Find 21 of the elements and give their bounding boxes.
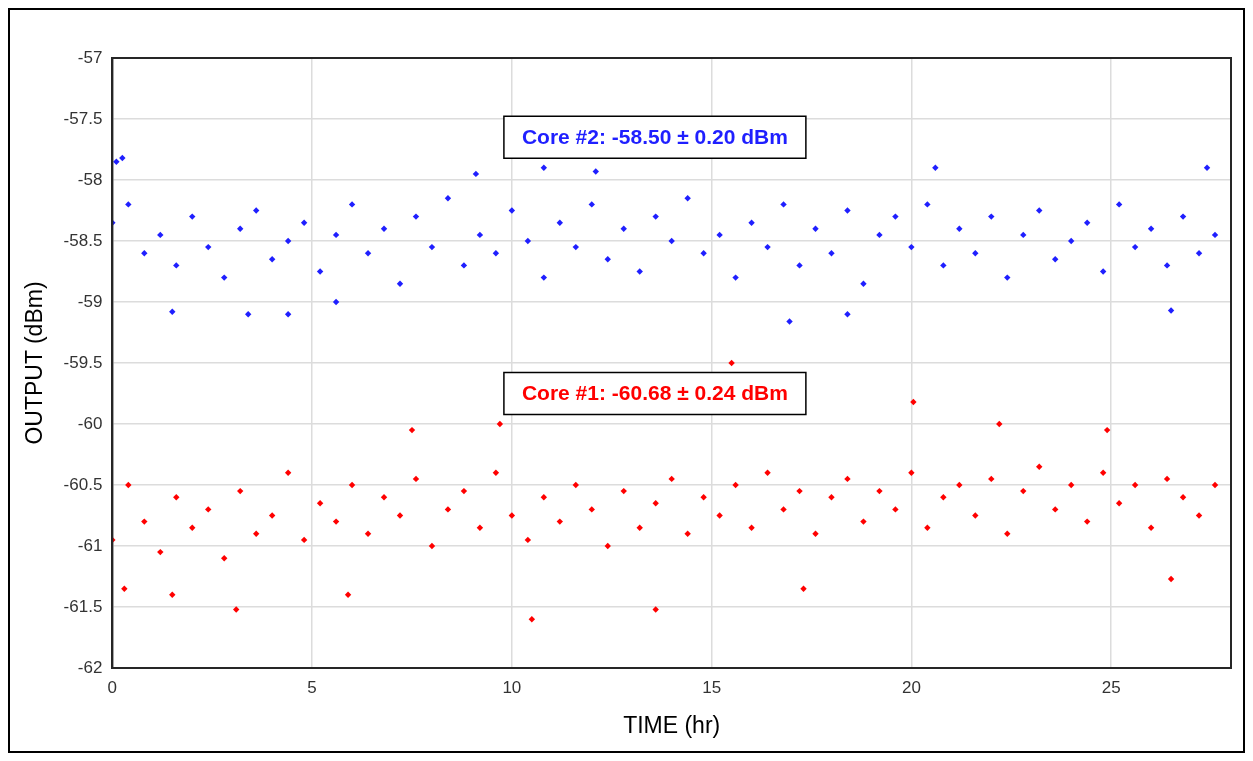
x-tick-label: 25 bbox=[1101, 677, 1121, 697]
y-tick-label: -61.5 bbox=[63, 596, 103, 616]
y-tick-label: -57 bbox=[77, 47, 103, 67]
annotation: Core #2: -58.50 ± 0.20 dBm bbox=[521, 125, 788, 149]
y-tick-label: -58.5 bbox=[63, 230, 103, 250]
y-tick-label: -59 bbox=[77, 291, 103, 311]
x-tick-label: 15 bbox=[702, 677, 722, 697]
y-axis-title: OUTPUT (dBm) bbox=[21, 281, 48, 445]
y-tick-label: -61 bbox=[77, 535, 103, 555]
annotation: Core #1: -60.68 ± 0.24 dBm bbox=[521, 381, 788, 405]
y-tick-label: -57.5 bbox=[63, 108, 103, 128]
x-tick-label: 5 bbox=[307, 677, 317, 697]
y-tick-label: -60 bbox=[77, 413, 103, 433]
y-tick-label: -62 bbox=[77, 657, 103, 677]
x-tick-label: 10 bbox=[502, 677, 522, 697]
x-axis-title: TIME (hr) bbox=[623, 711, 721, 738]
x-tick-label: 0 bbox=[107, 677, 118, 697]
x-tick-label: 20 bbox=[901, 677, 921, 697]
y-tick-label: -60.5 bbox=[63, 474, 103, 494]
y-tick-label: -59.5 bbox=[63, 352, 103, 372]
y-tick-label: -58 bbox=[77, 169, 103, 189]
